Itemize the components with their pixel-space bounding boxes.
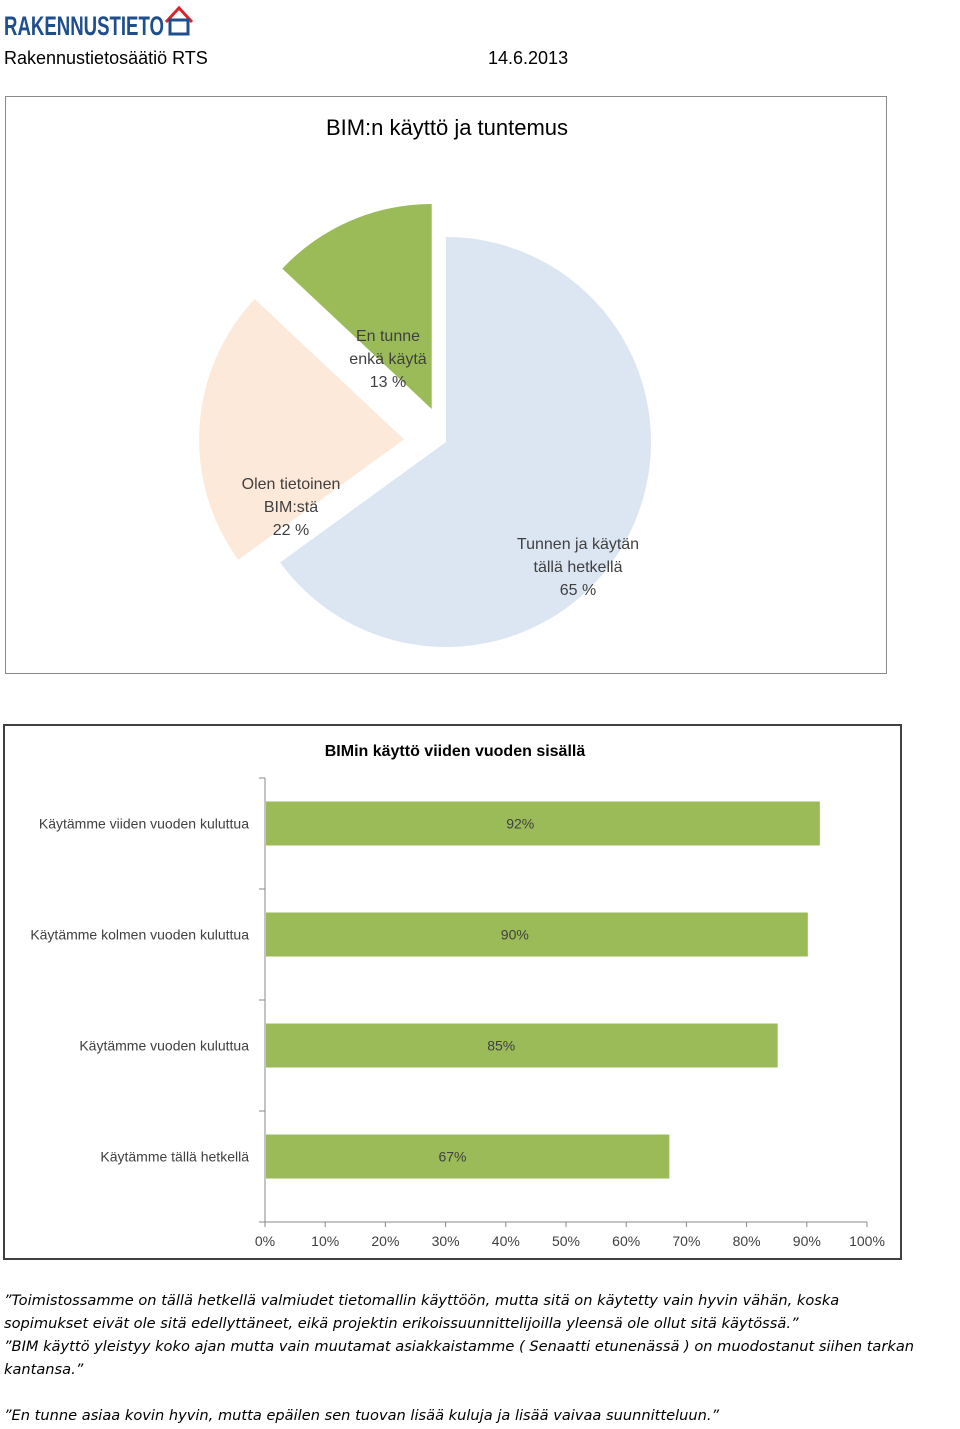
bar-data-label: 92% [506,816,534,832]
quote-line: ”En tunne asiaa kovin hyvin, mutta epäil… [4,1407,720,1424]
bar-chart-frame: BIMin käyttö viiden vuoden sisällä Käytä… [3,724,902,1260]
pie-slice-label: BIM:stä [264,499,318,516]
bar-chart-title: BIMin käyttö viiden vuoden sisällä [325,743,586,760]
quote-line: kantansa.” [4,1361,84,1378]
category-label: Käytämme viiden vuoden kuluttua [39,816,249,832]
pie-slice [282,203,432,409]
quote-line: sopimukset eivät ole sitä edellyttäneet,… [4,1315,799,1332]
pie-slice-label: 65 % [560,582,596,599]
x-tick-label: 100% [849,1233,885,1249]
bar [266,912,808,957]
category-label: Käytämme tällä hetkellä [100,1149,249,1165]
bar [266,1023,778,1068]
logo-text: RAKENNUSTIETO [4,11,164,40]
bar-chart: BIMin käyttö viiden vuoden sisällä Käytä… [30,743,885,1249]
pie-chart: BIM:n käyttö ja tuntemus Tunnen ja käytä… [199,115,651,647]
survey-quotes: ”Toimistossamme on tällä hetkellä valmiu… [4,1289,960,1427]
bar-data-label: 85% [487,1038,515,1054]
x-tick-label: 30% [432,1233,460,1249]
x-tick-label: 90% [793,1233,821,1249]
pie-slice [280,237,651,647]
x-tick-label: 60% [612,1233,640,1249]
bar [266,801,820,846]
x-tick-label: 40% [492,1233,520,1249]
bar-data-label: 90% [501,927,529,943]
pie-slice [199,299,405,560]
x-tick-label: 70% [672,1233,700,1249]
category-label: Käytämme kolmen vuoden kuluttua [30,927,249,943]
pie-chart-frame: BIM:n käyttö ja tuntemus Tunnen ja käytä… [5,96,887,674]
logo-roof-icon [164,5,194,24]
pie-slice-label: 13 % [370,374,406,391]
pie-slice-label: Olen tietoinen [242,476,341,493]
report-date: 14.6.2013 [488,48,569,68]
pie-slice-label: enkä käytä [349,351,426,368]
x-tick-label: 10% [311,1233,339,1249]
x-tick-label: 0% [255,1233,275,1249]
pie-slice-label: tällä hetkellä [534,559,623,576]
pie-chart-title: BIM:n käyttö ja tuntemus [326,115,568,140]
pie-slice-label: En tunne [356,328,420,345]
x-tick-label: 50% [552,1233,580,1249]
quote-line: ”Toimistossamme on tällä hetkellä valmiu… [4,1292,840,1309]
bar [266,1134,670,1179]
pie-slice-label: Tunnen ja käytän [517,536,639,553]
pie-slice-label: 22 % [273,522,309,539]
x-tick-label: 80% [733,1233,761,1249]
category-label: Käytämme vuoden kuluttua [79,1038,249,1054]
bar-data-label: 67% [438,1149,466,1165]
quote-line: ”BIM käyttö yleistyy koko ajan mutta vai… [4,1338,915,1355]
rakennustieto-logo: RAKENNUSTIETO [4,5,194,40]
logo-house-icon [168,18,190,36]
x-tick-label: 20% [371,1233,399,1249]
organization-name: Rakennustietosäätiö RTS [4,48,208,68]
